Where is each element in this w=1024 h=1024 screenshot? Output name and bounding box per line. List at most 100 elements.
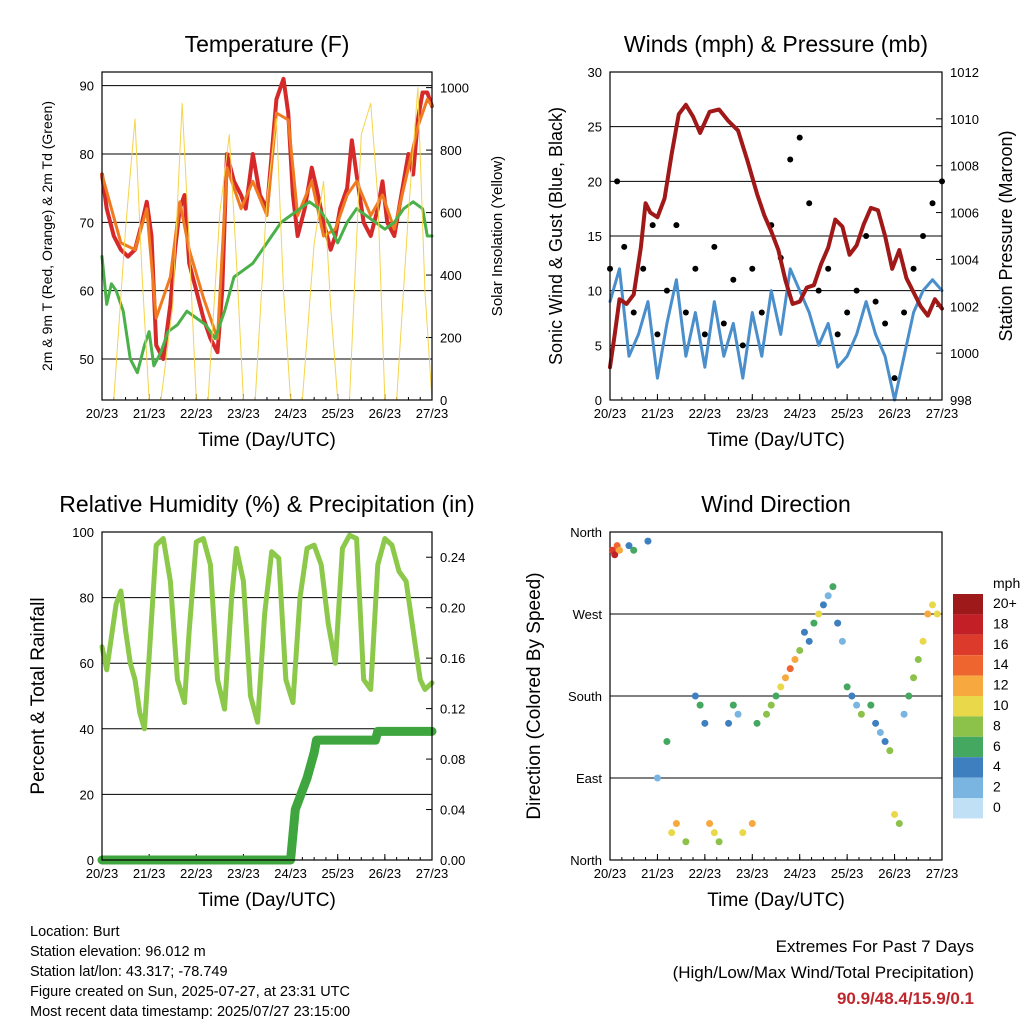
data-point	[772, 692, 780, 700]
temperature-y2tick-label: 400	[440, 268, 462, 283]
temperature-ytick-label: 90	[80, 79, 94, 94]
winds-y2tick-label: 1008	[950, 159, 979, 174]
data-point	[872, 298, 879, 305]
data-point	[867, 701, 875, 709]
winds-xtick-label: 26/23	[878, 406, 911, 421]
data-point	[843, 683, 851, 691]
winds-y2tick-label: 1006	[950, 206, 979, 221]
temperature-ytick-label: 60	[80, 284, 94, 299]
legend-label: 6	[993, 738, 1001, 754]
data-point	[663, 287, 670, 294]
data-point	[825, 265, 832, 272]
data-point	[815, 287, 822, 294]
direction-ytick-label: East	[576, 771, 602, 786]
winds-y2tick-label: 1012	[950, 65, 979, 80]
direction-ylabel: Direction (Colored By Speed)	[524, 572, 545, 819]
data-point	[630, 309, 637, 316]
data-point	[706, 820, 714, 828]
temperature-frame	[101, 71, 433, 401]
series-relative-humidity	[99, 532, 435, 732]
winds-xlabel: Time (Day/UTC)	[707, 430, 845, 451]
direction-xtick-label: 27/23	[926, 866, 959, 881]
data-point	[691, 692, 699, 700]
winds-ylabel: Sonic Wind & Gust (Blue, Black)	[546, 107, 566, 365]
data-point	[819, 601, 827, 609]
temperature-y2tick-label: 800	[440, 143, 462, 158]
temperature-xtick-label: 25/23	[321, 406, 354, 421]
data-point	[734, 710, 742, 718]
data-point	[905, 692, 913, 700]
legend-label: 12	[993, 677, 1009, 693]
legend-swatch	[953, 634, 983, 656]
winds-y2tick-label: 1004	[950, 252, 979, 267]
data-point	[810, 619, 818, 627]
data-point	[919, 637, 927, 645]
data-point	[834, 619, 842, 627]
legend-swatch	[953, 716, 983, 737]
humidity-xtick-label: 23/23	[227, 866, 260, 881]
data-point	[711, 243, 718, 250]
data-point	[805, 637, 813, 645]
series-9m-t	[100, 97, 434, 340]
data-point	[753, 719, 761, 727]
temperature-ytick-label: 80	[80, 147, 94, 162]
legend-swatch	[953, 798, 983, 819]
legend-swatch	[953, 696, 983, 717]
data-point	[739, 342, 746, 349]
data-point	[933, 610, 941, 618]
data-point	[844, 309, 851, 316]
humidity-title: Relative Humidity (%) & Precipitation (i…	[59, 491, 474, 517]
temperature-xtick-label: 26/23	[369, 406, 402, 421]
humidity-ytick-label: 40	[80, 722, 94, 737]
winds-ytick-label: 15	[588, 229, 602, 244]
data-point	[891, 375, 898, 382]
winds-ytick-label: 20	[588, 174, 602, 189]
winds-y2tick-label: 1002	[950, 299, 979, 314]
data-point	[715, 838, 723, 846]
data-point	[654, 331, 661, 338]
station-elevation: Station elevation: 96.012 m	[30, 944, 206, 960]
data-point	[611, 551, 619, 559]
winds-xtick-label: 24/23	[783, 406, 816, 421]
data-point	[701, 719, 709, 727]
legend-swatch	[953, 757, 983, 778]
data-point	[796, 134, 803, 141]
data-point	[729, 701, 737, 709]
legend-swatch	[953, 614, 983, 635]
humidity-ytick-label: 20	[80, 787, 94, 802]
winds-ytick-label: 5	[595, 338, 602, 353]
data-point	[857, 710, 865, 718]
humidity-y2tick-label: 0.00	[440, 853, 465, 868]
temperature-ytick-label: 50	[80, 352, 94, 367]
temperature-xlabel: Time (Day/UTC)	[198, 430, 336, 451]
winds-xtick-label: 20/23	[594, 406, 627, 421]
data-point	[786, 665, 794, 673]
direction-xtick-label: 23/23	[736, 866, 769, 881]
series-station-pressure	[608, 102, 944, 370]
temperature-y2tick-label: 600	[440, 206, 462, 221]
legend-label: 10	[993, 697, 1009, 713]
data-point	[725, 719, 733, 727]
temperature-y2label: Solar Insolation (Yellow)	[489, 156, 506, 316]
direction-xtick-label: 20/23	[594, 866, 627, 881]
data-point	[649, 222, 656, 229]
series-direction	[608, 537, 941, 846]
winds-y2label: Station Pressure (Maroon)	[996, 130, 1016, 341]
data-point	[848, 692, 856, 700]
humidity-xtick-label: 27/23	[416, 866, 449, 881]
data-point	[615, 546, 623, 554]
temperature-ytick-label: 70	[80, 215, 94, 230]
data-point	[834, 331, 841, 338]
temperature-xtick-label: 24/23	[274, 406, 307, 421]
humidity-ylabel: Percent & Total Rainfall	[28, 597, 49, 794]
data-point	[653, 774, 661, 782]
data-point	[824, 592, 832, 600]
data-point	[900, 710, 908, 718]
temperature-xtick-label: 20/23	[86, 406, 119, 421]
direction-ytick-label: North	[570, 525, 602, 540]
legend-label: 0	[993, 799, 1001, 815]
data-point	[777, 683, 785, 691]
data-point	[625, 542, 633, 550]
legend-label: 8	[993, 717, 1001, 733]
data-point	[815, 610, 823, 618]
